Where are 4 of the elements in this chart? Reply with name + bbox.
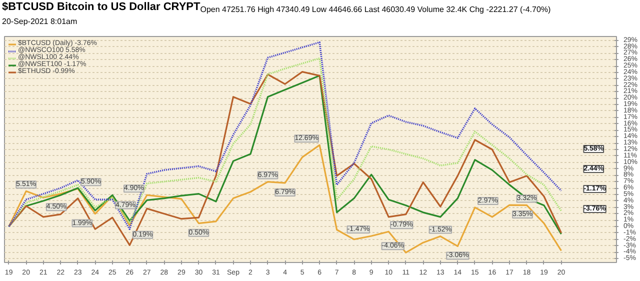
text: Open 47251.76 High 47340.49 Low 44646.66 Last 46030.49 Volume 32.4K Chg -2221.27 (-4.70%): [200, 5, 551, 16]
line-series: [8, 144, 562, 254]
chart-subtitle: 20-Sep-2021 8:01am: [2, 16, 78, 28]
chart-title: $BTCUSD Bitcoin to US Dollar CRYPT: [2, 0, 200, 15]
